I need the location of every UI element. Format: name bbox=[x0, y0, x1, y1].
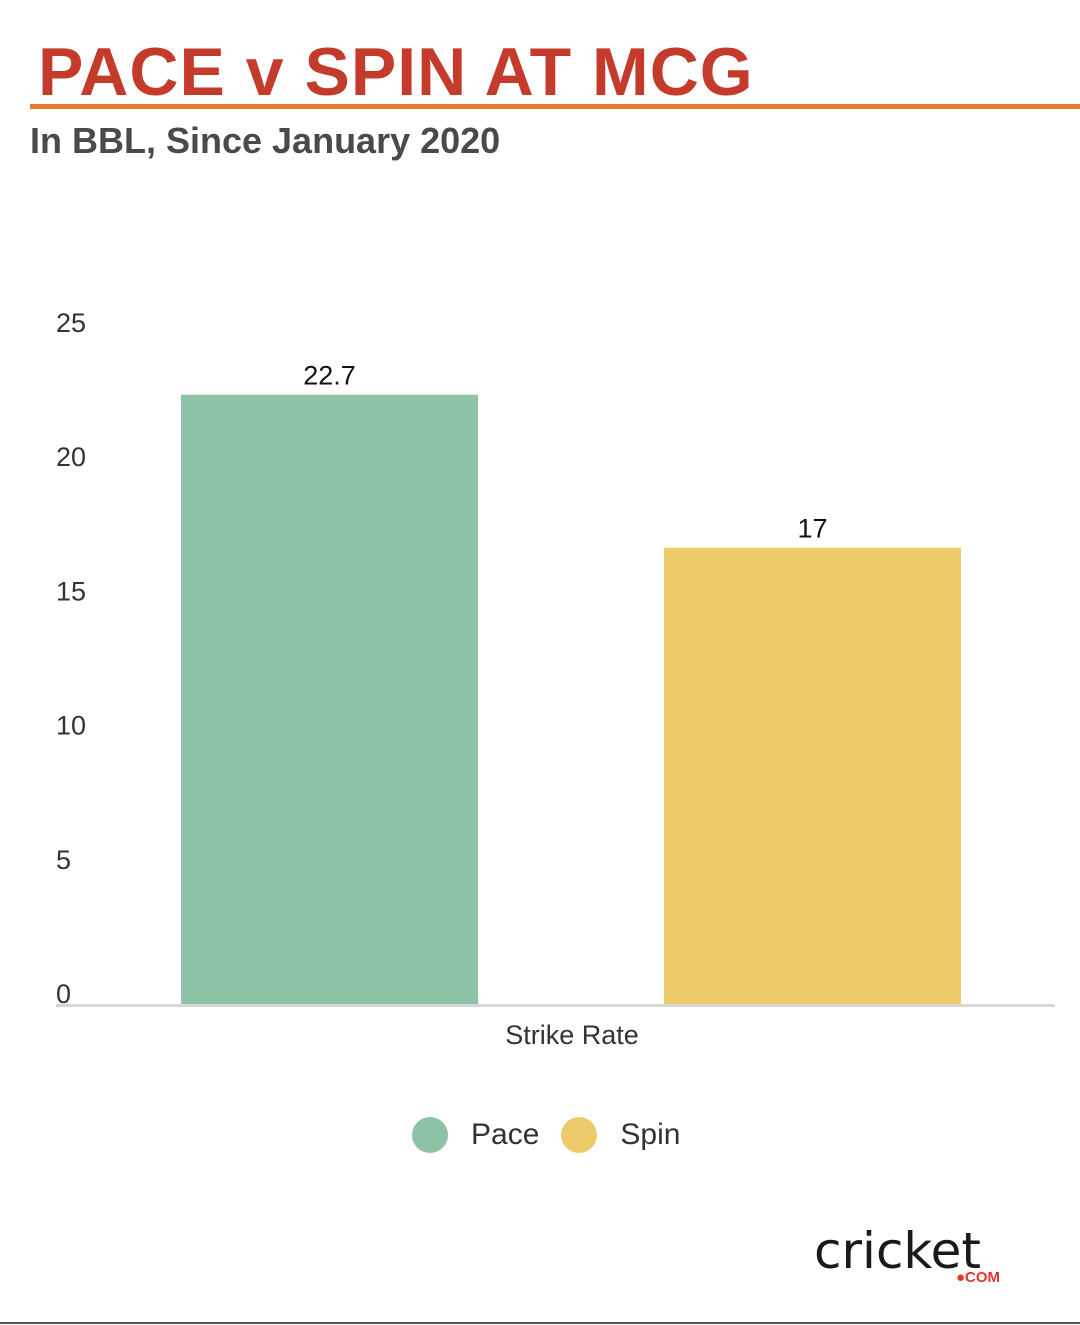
legend-label-pace: Pace bbox=[471, 1118, 540, 1151]
data-label-spin: 17 bbox=[797, 514, 827, 544]
x-category-label: Strike Rate bbox=[505, 1020, 639, 1050]
chart-legend: Pace Spin bbox=[412, 1117, 702, 1153]
y-tick-label: 25 bbox=[56, 308, 86, 338]
y-tick-label: 10 bbox=[56, 711, 86, 741]
legend-item-pace: Pace bbox=[412, 1117, 539, 1153]
data-label-pace: 22.7 bbox=[303, 361, 356, 391]
chart-subtitle: In BBL, Since January 2020 bbox=[30, 120, 501, 161]
y-tick-label: 5 bbox=[56, 845, 71, 875]
title-underline bbox=[30, 104, 1080, 109]
y-tick-label: 15 bbox=[56, 576, 86, 606]
cricket-com-logo: cricket ●COM bbox=[814, 1224, 1000, 1286]
legend-label-spin: Spin bbox=[620, 1118, 681, 1151]
legend-swatch-pace bbox=[412, 1117, 448, 1153]
logo-wordmark: cricket bbox=[814, 1224, 981, 1280]
legend-swatch-spin bbox=[561, 1117, 598, 1153]
logo-suffix: ●COM bbox=[956, 1269, 1000, 1286]
bottom-border bbox=[0, 1322, 1080, 1324]
legend-item-spin: Spin bbox=[561, 1117, 680, 1153]
y-tick-label: 20 bbox=[56, 442, 86, 472]
y-tick-label: 0 bbox=[56, 979, 71, 1009]
chart-title: PACE v SPIN AT MCG bbox=[38, 34, 754, 110]
bar-spin bbox=[664, 547, 961, 1004]
bar-pace bbox=[181, 394, 478, 1004]
